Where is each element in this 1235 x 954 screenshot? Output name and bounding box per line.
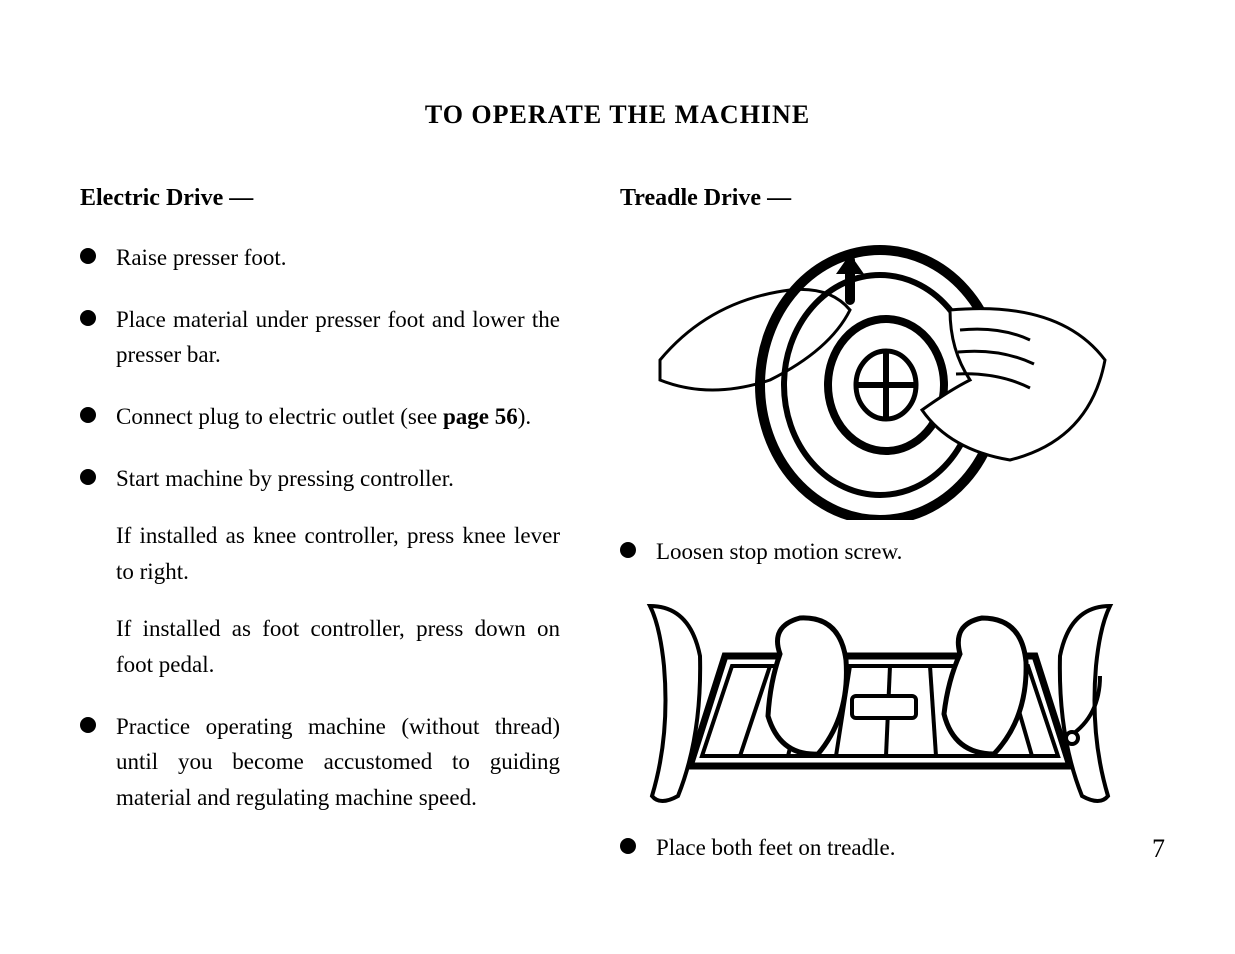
list-sub-text: If installed as knee controller, press k… (116, 518, 560, 589)
page-ref: page 56 (443, 404, 518, 429)
list-item-text: ). (518, 404, 531, 429)
page-number: 7 (1152, 834, 1165, 864)
list-item-text: Place both feet on treadle. (656, 835, 895, 860)
page-title: TO OPERATE THE MACHINE (80, 100, 1155, 130)
list-sub-text: If installed as foot controller, press d… (116, 611, 560, 682)
treadle-figure (630, 596, 1130, 816)
electric-drive-heading: Electric Drive — (80, 185, 560, 212)
treadle-drive-section: Treadle Drive — (620, 185, 1140, 891)
list-item-text: Loosen stop motion screw. (656, 539, 902, 564)
treadle-drive-heading: Treadle Drive — (620, 185, 1140, 212)
treadle-drive-list-1: Loosen stop motion screw. (620, 534, 1140, 570)
list-item-text: Connect plug to electric outlet (see (116, 404, 443, 429)
list-item: Start machine by pressing controller. If… (80, 461, 560, 683)
list-item: Raise presser foot. (80, 240, 560, 276)
list-item-text: Start machine by pressing controller. (116, 466, 454, 491)
list-item-text: Place material under presser foot and lo… (116, 307, 560, 368)
electric-drive-list: Raise presser foot. Place material under… (80, 240, 560, 816)
list-item: Place both feet on treadle. (620, 830, 1140, 866)
list-item: Place material under presser foot and lo… (80, 302, 560, 373)
list-item: Connect plug to electric outlet (see pag… (80, 399, 560, 435)
list-item: Loosen stop motion screw. (620, 534, 1140, 570)
electric-drive-section: Electric Drive — Raise presser foot. Pla… (80, 185, 560, 891)
treadle-drive-list-2: Place both feet on treadle. (620, 830, 1140, 866)
list-item-text: Practice operating machine (without thre… (116, 714, 560, 810)
manual-page: TO OPERATE THE MACHINE Electric Drive — … (0, 0, 1235, 954)
handwheel-figure (650, 240, 1110, 520)
columns: Electric Drive — Raise presser foot. Pla… (80, 185, 1155, 891)
list-item: Practice operating machine (without thre… (80, 709, 560, 816)
list-item-text: Raise presser foot. (116, 245, 287, 270)
